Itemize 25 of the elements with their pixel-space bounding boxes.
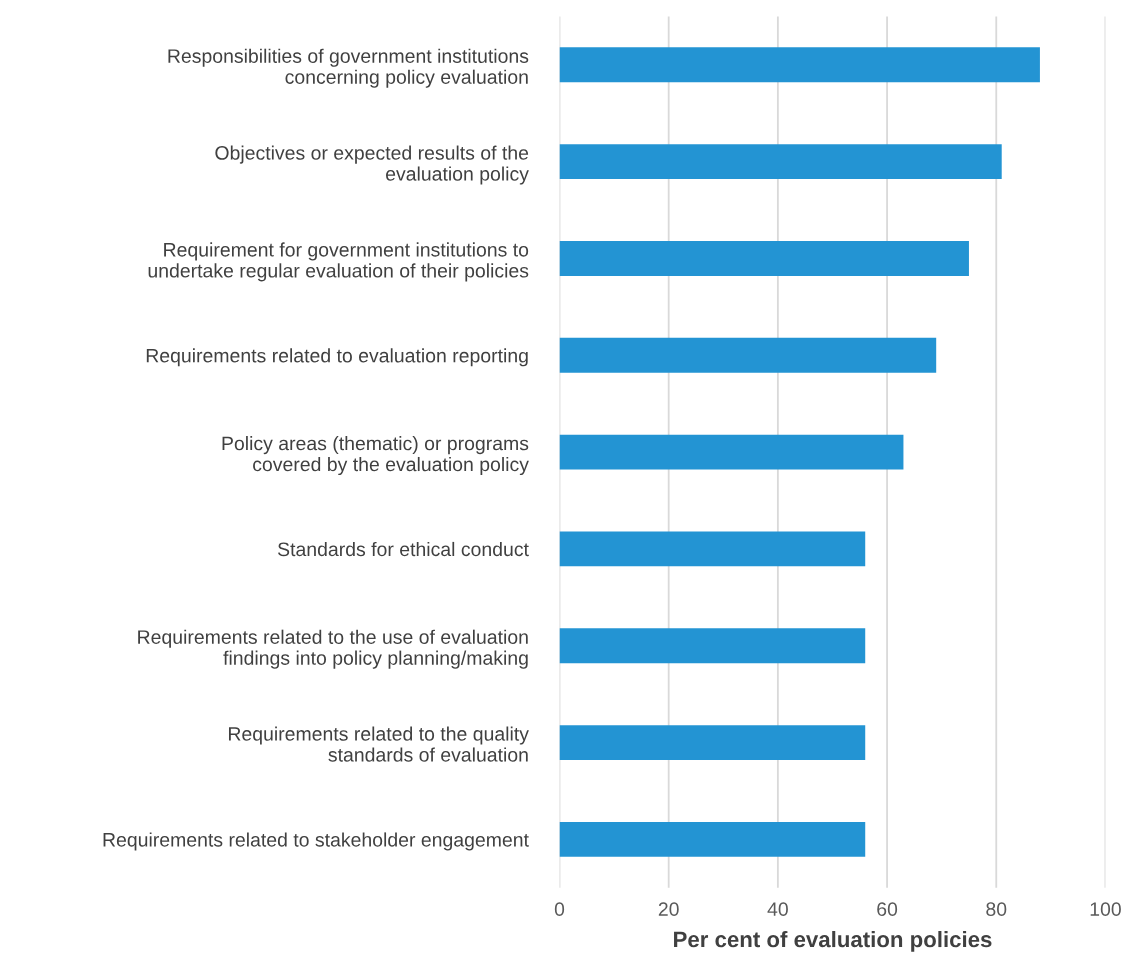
bar	[559, 144, 1002, 180]
x-tick-label: 80	[986, 902, 1007, 917]
x-tick-label: 40	[767, 902, 788, 917]
y-tick-label: Standards for ethical conduct	[277, 541, 529, 557]
y-tick-label: Requirements related to evaluation reporting	[146, 348, 528, 367]
x-tick-label: 0	[554, 902, 565, 917]
bar	[559, 241, 969, 276]
y-tick-label: Objectives or expected results of the evaluation policy	[215, 145, 529, 185]
x-tick-label: 20	[658, 902, 679, 917]
y-tick-label: Policy areas (thematic) or programs covered by the evaluation policy	[222, 436, 529, 476]
y-tick-label: Requirement for government institutions to undertake regular evaluation of their policies	[148, 242, 529, 282]
y-tick-label: Responsibilities of government institutions concerning policy evaluation	[168, 48, 529, 88]
bar	[559, 434, 904, 470]
y-tick-label: Requirements related to the quality standards of evaluation	[228, 726, 529, 762]
bar	[559, 822, 866, 857]
x-tick-label: 100	[1090, 902, 1121, 917]
bar	[559, 47, 1040, 83]
y-tick-label: Requirements related to the use of evaluation findings into policy planning/making	[138, 629, 528, 669]
bar	[559, 628, 866, 664]
bar	[559, 725, 866, 761]
y-tick-label: Requirements related to stakeholder engagement	[103, 832, 529, 851]
x-tick-label: 60	[877, 902, 898, 917]
bar	[559, 531, 866, 567]
x-axis-title: Per cent of evaluation policies	[674, 930, 992, 952]
bar	[559, 337, 937, 373]
